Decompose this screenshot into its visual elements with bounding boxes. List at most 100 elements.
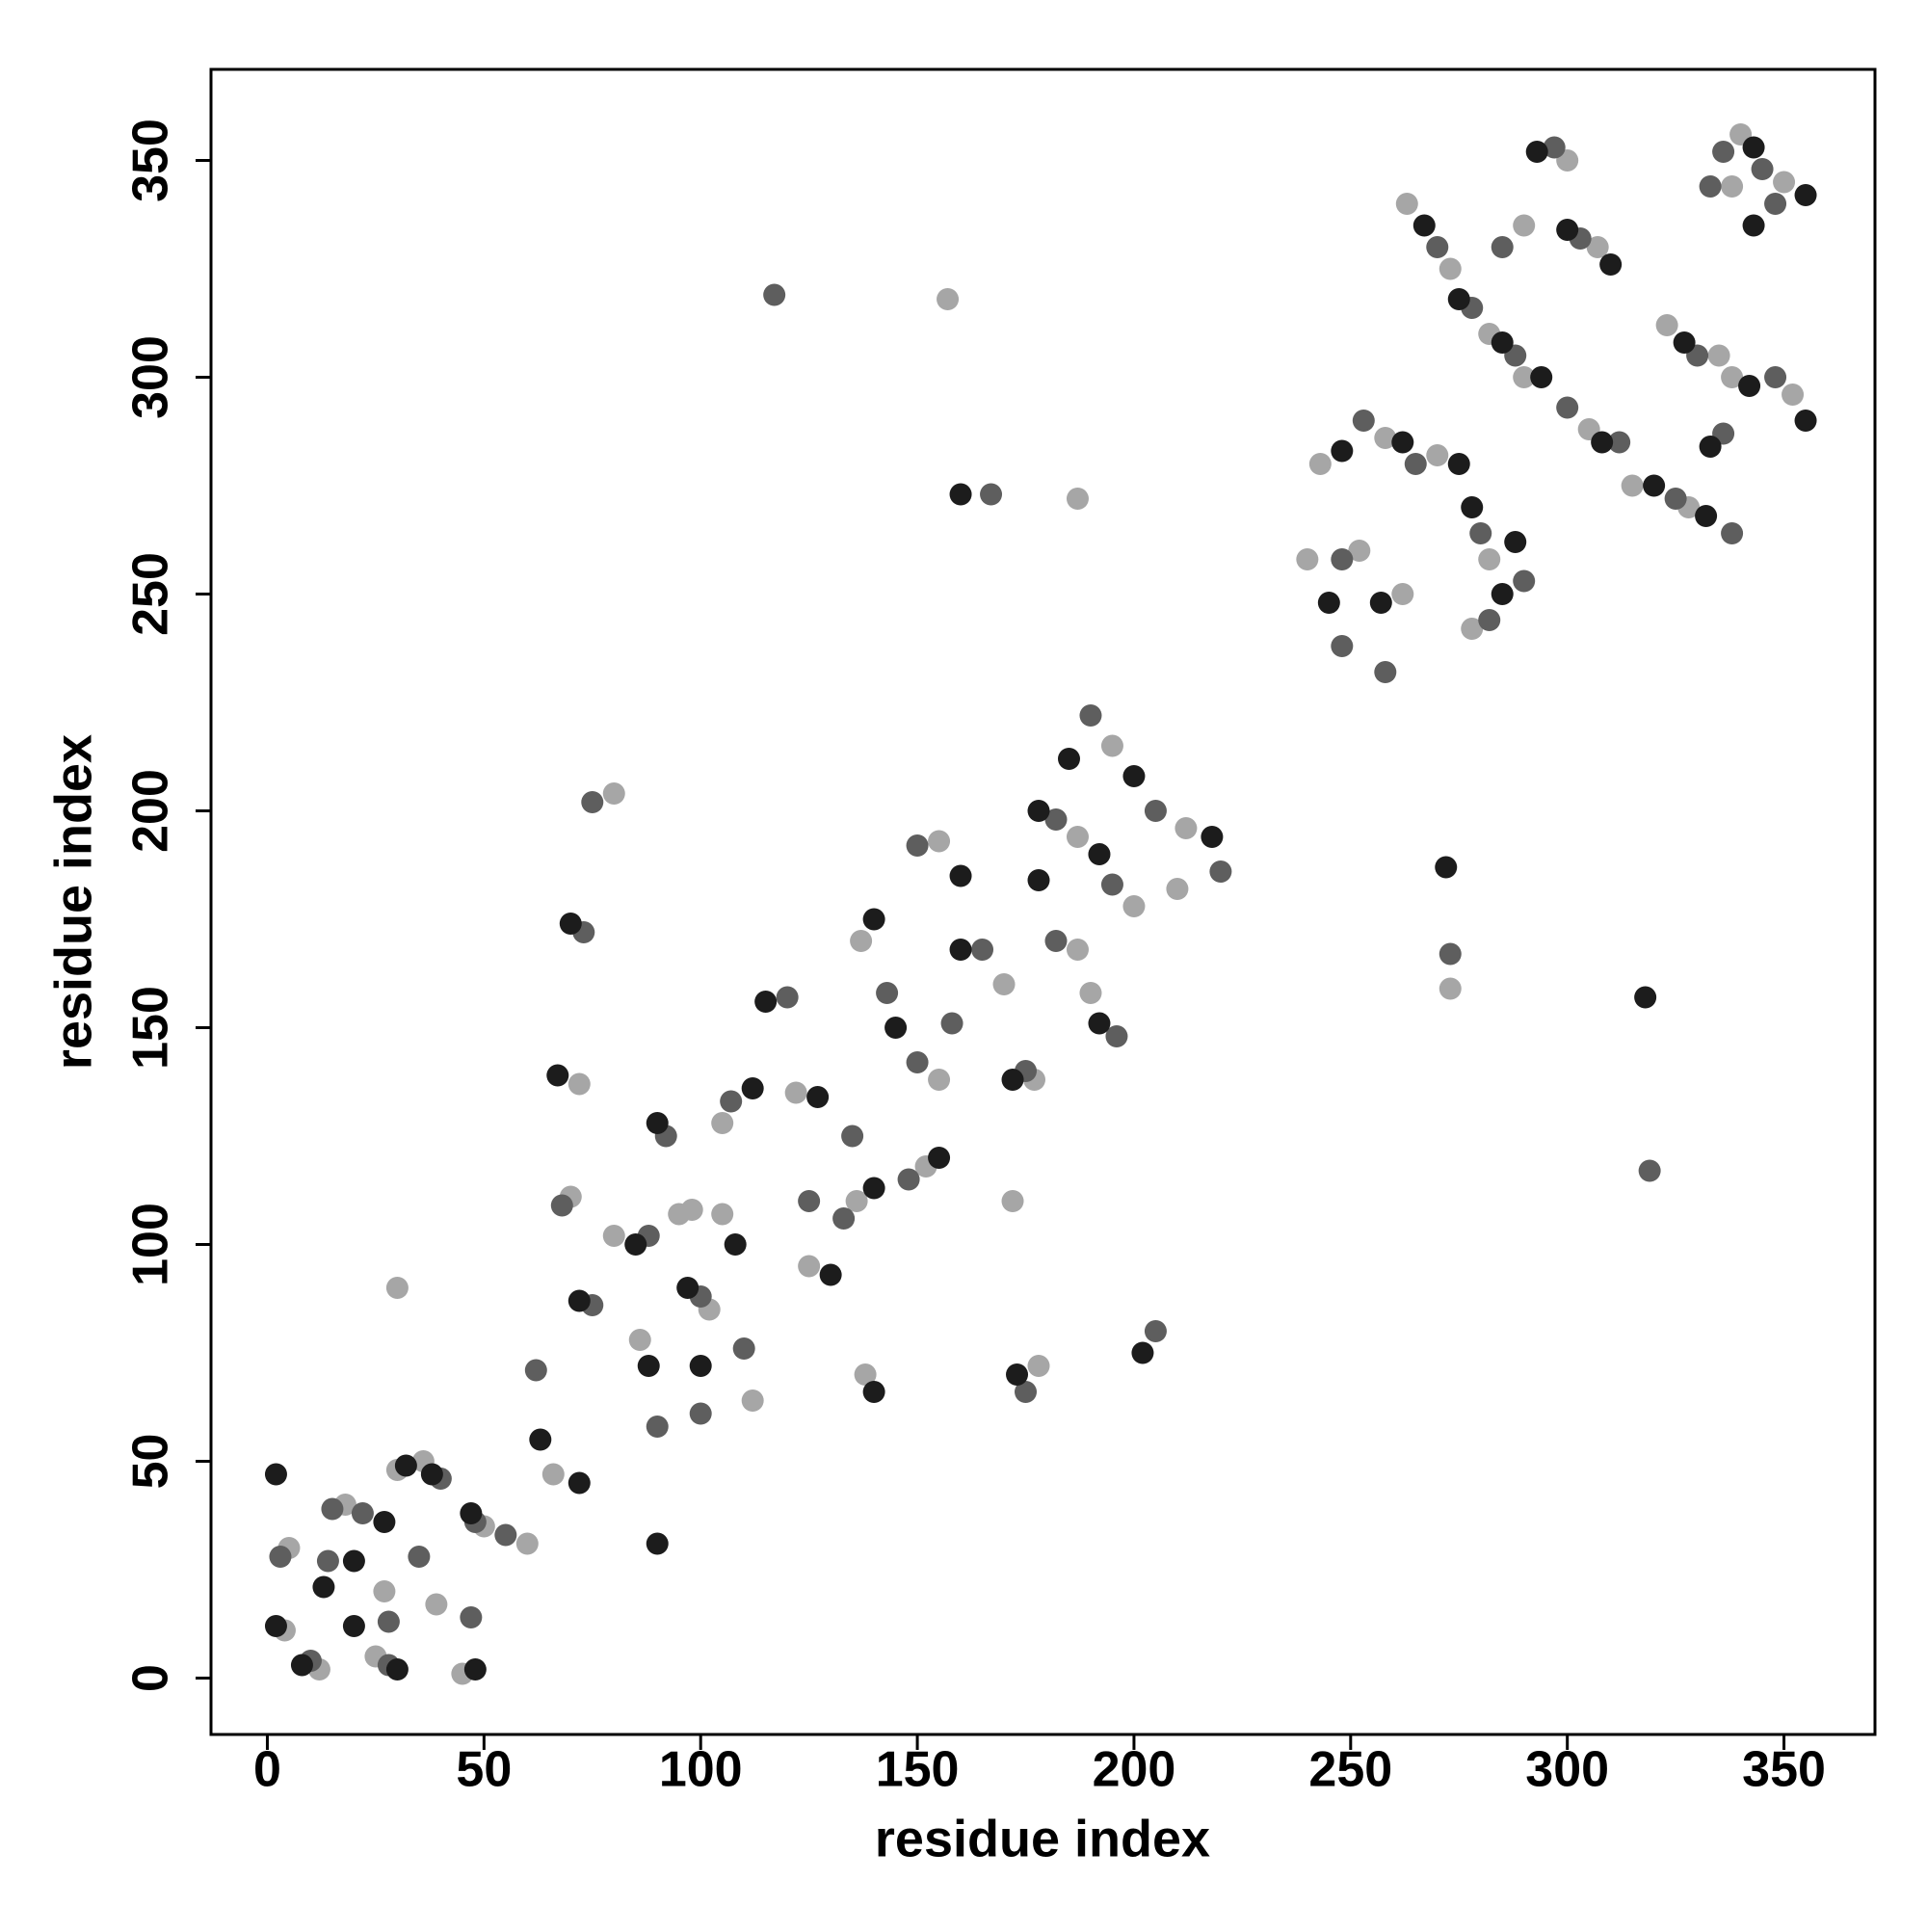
- point: [646, 1112, 669, 1134]
- point: [316, 1549, 339, 1573]
- point: [784, 1081, 807, 1104]
- point: [1001, 1069, 1024, 1091]
- x-tick-label: 0: [253, 1742, 281, 1798]
- point: [1525, 141, 1548, 163]
- x-tick-label: 250: [1308, 1742, 1392, 1798]
- x-tick-label: 150: [876, 1742, 960, 1798]
- point: [897, 1168, 920, 1191]
- point: [940, 1012, 964, 1035]
- point: [1461, 496, 1484, 518]
- point: [1447, 453, 1470, 475]
- point: [1764, 193, 1787, 215]
- point: [1412, 214, 1436, 237]
- point: [1556, 396, 1579, 419]
- point: [1352, 410, 1375, 432]
- point: [1599, 253, 1623, 276]
- point: [1721, 366, 1744, 388]
- point: [1066, 939, 1089, 961]
- point: [1794, 184, 1817, 206]
- point: [264, 1615, 287, 1637]
- point: [1530, 366, 1553, 388]
- point: [949, 483, 972, 506]
- point: [1491, 236, 1514, 258]
- point: [1374, 661, 1397, 683]
- point: [1513, 366, 1536, 388]
- point: [425, 1593, 448, 1616]
- y-tick-label: 300: [123, 335, 179, 419]
- point: [1435, 856, 1458, 879]
- point: [550, 1194, 573, 1217]
- point: [1699, 436, 1722, 458]
- point: [1673, 331, 1696, 354]
- point: [1764, 366, 1787, 388]
- point: [819, 1263, 842, 1286]
- point: [463, 1658, 487, 1681]
- point: [1638, 1159, 1661, 1182]
- point: [321, 1497, 344, 1521]
- point: [385, 1277, 409, 1299]
- point: [1100, 734, 1123, 757]
- point: [720, 1090, 743, 1113]
- x-tick-label: 300: [1525, 1742, 1609, 1798]
- point: [1079, 704, 1102, 727]
- point: [1079, 982, 1102, 1004]
- y-tick-label: 200: [123, 769, 179, 853]
- point: [1015, 1381, 1038, 1403]
- point: [1144, 800, 1167, 822]
- point: [928, 1069, 951, 1091]
- point: [1543, 136, 1566, 159]
- point: [1100, 873, 1123, 896]
- point: [1317, 592, 1340, 614]
- point: [385, 1658, 409, 1681]
- point: [906, 1051, 929, 1073]
- point: [841, 1125, 864, 1148]
- point: [1308, 453, 1332, 475]
- point: [1773, 171, 1796, 194]
- point: [1478, 609, 1501, 631]
- point: [1655, 314, 1678, 336]
- point: [1044, 930, 1068, 952]
- point: [798, 1190, 821, 1212]
- y-tick-label: 50: [123, 1434, 179, 1490]
- point: [1556, 219, 1579, 241]
- plot-frame: [209, 67, 1877, 1736]
- point: [1695, 505, 1718, 527]
- point: [342, 1615, 365, 1637]
- point: [1751, 158, 1774, 180]
- point: [1586, 236, 1609, 258]
- point: [1621, 474, 1644, 497]
- point: [862, 908, 885, 931]
- point: [1478, 548, 1501, 570]
- point: [1404, 453, 1427, 475]
- point: [646, 1416, 669, 1438]
- point: [269, 1546, 292, 1568]
- point: [373, 1511, 396, 1533]
- point: [862, 1177, 885, 1200]
- point: [1122, 895, 1146, 917]
- point: [1439, 257, 1462, 280]
- point: [980, 483, 1003, 506]
- point: [906, 834, 929, 857]
- point: [1369, 592, 1392, 614]
- y-tick-label: 250: [123, 552, 179, 636]
- point: [1348, 540, 1371, 562]
- point: [1707, 344, 1730, 367]
- point: [581, 791, 604, 813]
- point: [1201, 826, 1224, 848]
- point: [854, 1363, 877, 1386]
- point: [373, 1580, 396, 1602]
- point: [741, 1389, 764, 1412]
- point: [1027, 800, 1050, 822]
- point: [1066, 488, 1089, 510]
- point: [798, 1255, 821, 1278]
- point: [546, 1064, 569, 1087]
- point: [420, 1463, 443, 1486]
- point: [1513, 569, 1536, 593]
- point: [1634, 986, 1657, 1009]
- point: [1491, 331, 1514, 354]
- point: [1105, 1025, 1128, 1047]
- point: [741, 1077, 764, 1099]
- point: [568, 1072, 591, 1096]
- y-axis-title: residue index: [44, 734, 102, 1070]
